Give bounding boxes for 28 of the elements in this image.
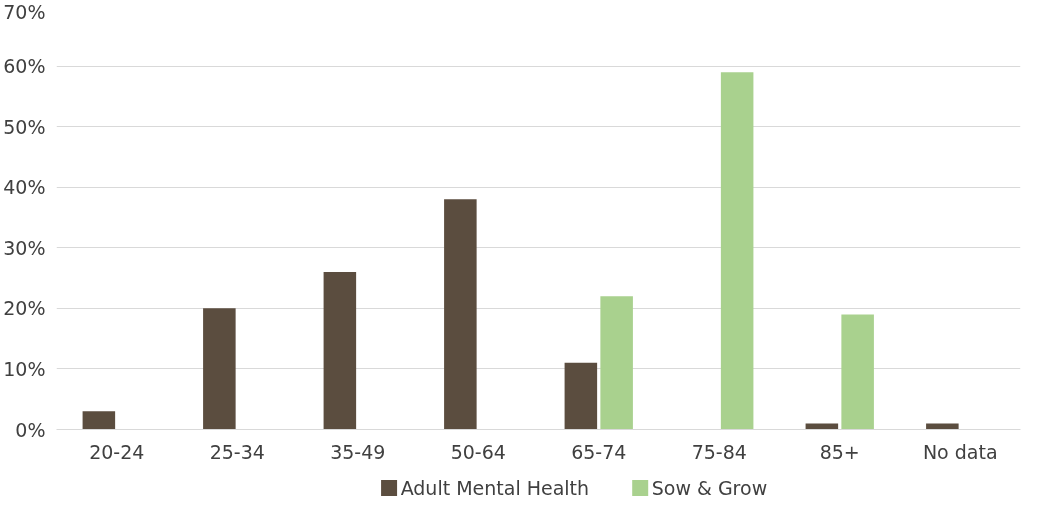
bar [323,272,357,430]
x-tick-label: 25-34 [209,440,265,463]
bar [841,314,874,430]
bar [805,423,839,430]
bar [600,296,633,430]
bar [564,362,598,430]
bar [926,423,959,430]
x-tick-label: 35-49 [330,440,386,463]
legend-label: Sow & Grow [651,477,768,499]
bar [444,199,477,430]
y-tick-label: 0% [15,418,46,441]
x-tick-label: 65-74 [571,440,627,463]
x-tick-label: No data [922,440,998,463]
x-tick-label: 75-84 [691,440,747,463]
y-tick-label: 60% [3,55,46,78]
y-tick-label: 20% [3,297,46,320]
legend-label: Adult Mental Health [400,477,590,499]
x-tick-label: 20-24 [89,440,145,463]
y-tick-label: 70% [3,0,46,23]
y-tick-label: 40% [3,176,46,199]
bar [720,72,754,430]
y-tick-label: 10% [3,357,46,380]
x-tick-label: 85+ [819,440,860,463]
bar [203,308,236,430]
x-tick-label: 50-64 [450,440,506,463]
y-tick-label: 30% [3,236,46,259]
bar [82,411,116,430]
y-tick-label: 50% [3,115,46,138]
